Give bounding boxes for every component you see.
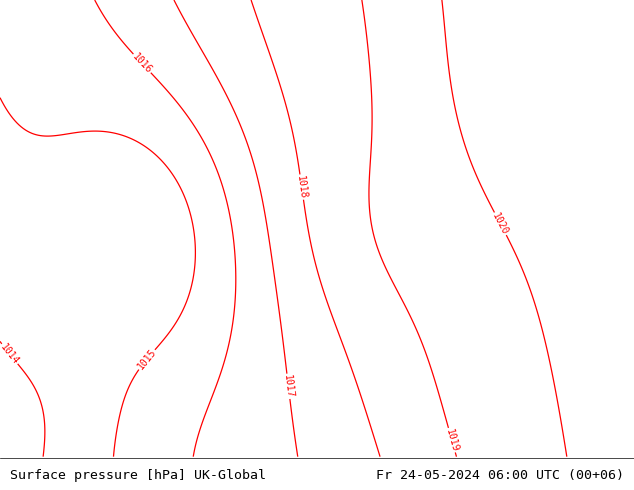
- Text: 1016: 1016: [131, 51, 153, 75]
- Text: 1018: 1018: [295, 175, 308, 199]
- Text: 1020: 1020: [491, 211, 510, 237]
- Text: Fr 24-05-2024 06:00 UTC (00+06): Fr 24-05-2024 06:00 UTC (00+06): [377, 468, 624, 482]
- Text: 1015: 1015: [135, 347, 158, 372]
- Text: Surface pressure [hPa] UK-Global: Surface pressure [hPa] UK-Global: [10, 468, 266, 482]
- Text: 1019: 1019: [444, 427, 460, 453]
- Text: 1014: 1014: [0, 342, 21, 367]
- Text: 1017: 1017: [282, 374, 295, 398]
